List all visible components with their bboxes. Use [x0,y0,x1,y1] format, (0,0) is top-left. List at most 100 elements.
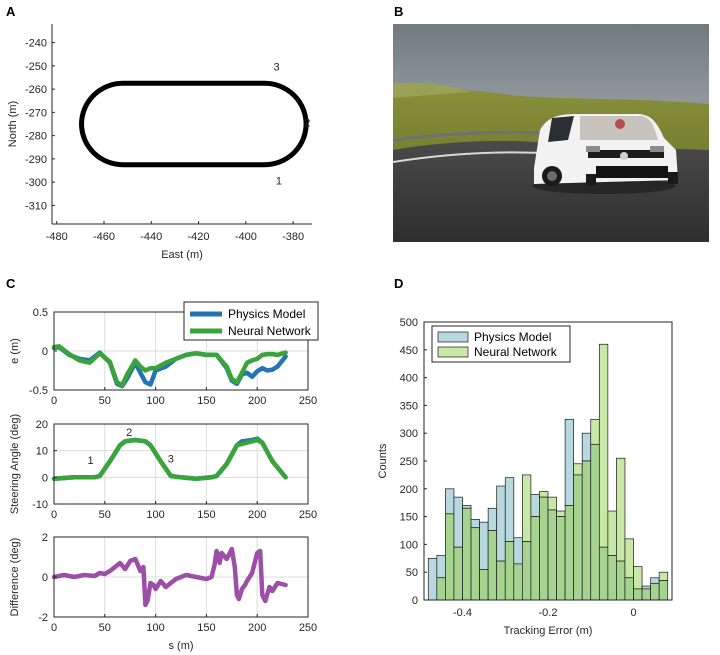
neural-bar [590,418,600,445]
overlap-bar [607,555,617,601]
panel-d-histogram: 0 50 100 150 200 250 300 350 400 450 500 -0.4 -0.2 0 T… [377,317,673,637]
overlap-bar [556,516,566,601]
race-car-on-track-photo [393,24,709,242]
neural-bar [521,474,532,542]
overlap-bar [470,527,480,601]
overlap-bar [658,580,669,601]
panel-letter-a: A [6,4,16,19]
x-tick-label: 200 [248,395,266,407]
physics-bar [487,507,498,531]
physics-bar [436,555,446,579]
y-tick-label: 300 [400,428,418,440]
x-tick-label: -420 [188,231,210,243]
y-tick-label: 200 [400,484,418,496]
overlap-bar [641,588,651,601]
x-tick-label: 0 [630,607,636,619]
neural-bar [607,510,617,556]
x-axis-label: East (m) [161,249,203,261]
overlap-bar [650,582,660,601]
panel-letter-d: D [394,276,403,291]
y-tick-label: 20 [36,419,48,431]
y-tick-label: 400 [400,373,418,385]
x-tick-label: -0.4 [453,607,472,619]
x-tick-label: 50 [99,395,111,407]
legend-label: Physics Model [474,330,551,344]
y-tick-label: 50 [406,567,418,579]
overlap-bar [633,588,643,601]
series-line-1 [51,344,288,389]
overlap-bar [590,443,600,601]
overlap-bar [521,541,532,601]
x-tick-label: -480 [46,231,68,243]
y-tick-label: 150 [400,512,418,524]
physics-bar [564,418,575,506]
x-tick-label: 50 [99,622,111,634]
overlap-bar [445,513,455,601]
series-line-1 [51,546,288,608]
neural-bar [573,463,583,476]
track-annotation: 2 [304,117,310,129]
legend-label: Physics Model [228,307,305,321]
y-tick-label: -280 [25,131,47,143]
x-tick-label: 200 [248,622,266,634]
y-tick-label: 500 [400,317,418,329]
y-tick-label: 0 [42,572,48,584]
x-tick-label: 0 [51,622,57,634]
x-tick-label: 250 [299,509,317,521]
physics-bar [479,521,489,570]
overlap-bar [504,541,515,601]
panel-letter-b: B [394,4,403,19]
y-tick-label: 0.5 [33,307,48,319]
overlap-bar [624,577,634,601]
physics-bar [513,537,523,565]
y-tick-label: -310 [25,200,47,212]
x-tick-label: 250 [299,622,317,634]
overlap-bar [581,460,592,601]
x-tick-label: 0 [51,395,57,407]
x-axis-label: s (m) [168,640,193,652]
track-outline [79,80,309,168]
overlap-bar [496,560,506,601]
x-tick-label: 150 [197,395,215,407]
y-tick-label: 0 [42,472,48,484]
panel-a-track-map: -480 -460 -440 -420 -400 -380 -240 -250 -260 -270… [7,24,312,261]
y-tick-label: -0.5 [29,385,48,397]
y-axis-label: Difference (deg) [9,538,21,617]
overlap-bar [573,474,583,601]
overlap-bar [453,546,463,601]
y-tick-label: 2 [42,532,48,544]
physics-bar [504,477,515,542]
x-tick-label: -400 [235,231,257,243]
legend-swatch [437,346,469,358]
y-tick-label: -10 [32,499,48,511]
overlap-bar [479,569,489,601]
legend-label: Neural Network [228,324,312,338]
y-tick-label: 350 [400,400,418,412]
white-car [532,114,678,194]
physics-bar [470,519,480,529]
x-tick-label: 150 [197,509,215,521]
y-tick-label: -2 [38,612,48,624]
physics-bar [462,505,472,509]
y-tick-label: 450 [400,345,418,357]
track-annotation: 1 [276,175,282,187]
neural-bar [547,496,557,511]
physics-bar [453,496,463,548]
neural-bar [658,571,669,581]
y-tick-label: 10 [36,446,48,458]
annotation: 1 [88,455,94,467]
overlap-bar [487,530,498,601]
overlap-bar [564,505,575,601]
overlap-bar [530,516,540,601]
x-tick-label: -0.2 [539,607,558,619]
x-tick-label: 100 [146,622,164,634]
annotation: 2 [126,427,132,439]
panel-letter-c: C [6,276,16,291]
neural-bar [598,343,609,548]
legend-box [183,301,319,341]
legend-swatch [437,331,469,343]
